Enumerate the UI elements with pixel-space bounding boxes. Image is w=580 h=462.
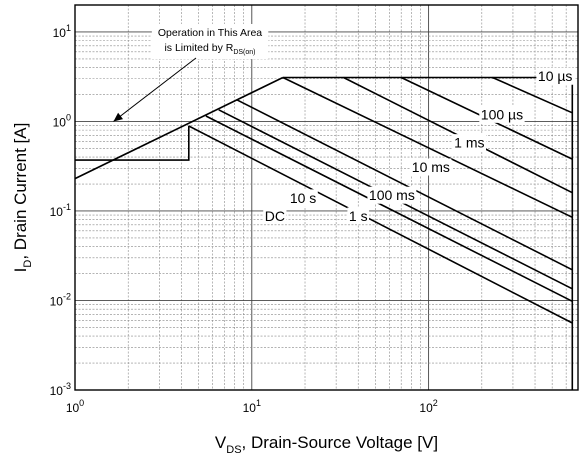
y-axis-title-sub: D [22,260,34,268]
series-line-dc-floor [75,126,190,161]
y-tick-label: 100 [53,112,71,129]
annotation-arrow-head [113,112,123,122]
x-axis-title-sub: DS [226,444,241,456]
series-line-dc [188,125,573,324]
x-axis-title-rest: , Drain-Source Voltage [V] [242,433,439,452]
curve-label: 10 ms [410,158,452,176]
curve-label-bg [536,67,574,85]
y-axis-title-rest: , Drain Current [A] [11,123,30,260]
y-tick-label: 10-2 [50,291,71,308]
curve-label: 100 ms [367,186,417,204]
annotation-line-2-main: is Limited by R [164,42,233,54]
curve-label: 1 s [347,207,370,225]
curve-label-text: 100 ms [369,187,415,203]
curve-label-text: 10 µs [538,68,573,84]
annotation: Operation in This Area is Limited by RDS(… [113,24,269,122]
curve-label-text: DC [265,208,285,224]
x-axis-title: VDS, Drain-Source Voltage [V] [215,433,438,456]
x-tick-label: 101 [243,398,261,415]
curve-label: 1 ms [452,134,487,152]
series-line-10-s [492,76,573,114]
x-tick-label: 100 [66,398,84,415]
y-axis-title: ID, Drain Current [A] [11,123,34,273]
plot-frame [74,4,579,391]
series-line-rds-limit [74,76,284,180]
curve-label-bg [288,189,318,207]
y-tick-label: 101 [53,23,71,40]
y-axis-title-main: I [11,268,30,273]
curve-label-bg [367,186,417,204]
curve-label-text: 10 s [290,190,316,206]
annotation-line-1: Operation in This Area [158,27,262,39]
curve-label: 10 s [288,189,318,207]
curves [74,76,574,390]
curve-label: 100 µs [479,105,525,123]
annotation-line-2-sub: DS(on) [233,49,255,56]
curve-label-text: 100 µs [481,106,523,122]
curve-label-text: 1 ms [454,135,484,151]
curve-label-text: 10 ms [412,159,450,175]
annotation-line-2: is Limited by RDS(on) [164,42,255,56]
series-line-100-ms [236,98,573,271]
x-tick-label: 102 [419,398,437,415]
curve-label-bg [479,105,525,123]
annotation-box [151,24,269,59]
curve-label: DC [263,207,287,225]
y-tick-label: 10-3 [50,381,71,398]
curve-label-bg [410,158,452,176]
series-line-10-s [205,115,573,303]
curve-label-bg [263,207,287,225]
x-axis-title-main: V [215,433,227,452]
curve-label-bg [452,134,487,152]
tick-labels: 100 101 102 10-3 10-2 10-1 100 101 [50,23,438,415]
annotation-arrow-line [113,57,197,122]
curve-label: 10 µs [536,67,574,85]
series-line-10-ms [282,76,573,219]
curve-label-bg [347,207,370,225]
curve-label-text: 1 s [349,208,368,224]
y-tick-label: 10-1 [50,202,71,219]
